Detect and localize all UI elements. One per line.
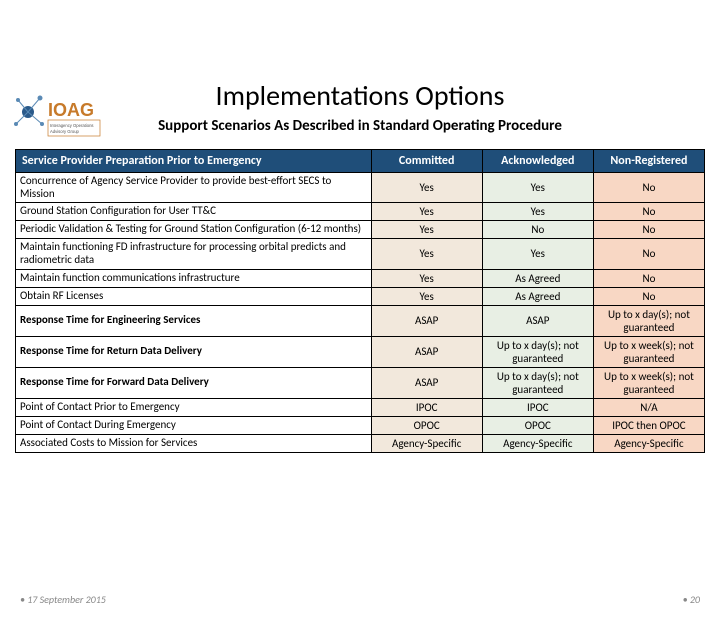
row-description: Maintain function communications infrast… — [16, 269, 372, 287]
cell-value: IPOC then OPOC — [593, 416, 704, 434]
cell-value: IPOC — [482, 398, 593, 416]
cell-value: Yes — [371, 203, 482, 221]
table-row: Response Time for Engineering ServicesAS… — [16, 305, 705, 336]
cell-value: Yes — [371, 287, 482, 305]
cell-value: Agency-Specific — [593, 434, 704, 452]
row-description: Response Time for Engineering Services — [16, 305, 372, 336]
cell-value: Agency-Specific — [482, 434, 593, 452]
cell-value: Up to x week(s); not guaranteed — [593, 367, 704, 398]
options-table: Service Provider Preparation Prior to Em… — [15, 149, 705, 453]
cell-value: ASAP — [371, 336, 482, 367]
cell-value: Yes — [371, 173, 482, 203]
row-description: Point of Contact Prior to Emergency — [16, 398, 372, 416]
cell-value: Agency-Specific — [371, 434, 482, 452]
cell-value: IPOC — [371, 398, 482, 416]
cell-value: Yes — [482, 203, 593, 221]
cell-value: No — [593, 221, 704, 239]
row-description: Point of Contact During Emergency — [16, 416, 372, 434]
table-row: Point of Contact Prior to EmergencyIPOCI… — [16, 398, 705, 416]
row-description: Response Time for Forward Data Delivery — [16, 367, 372, 398]
cell-value: No — [482, 221, 593, 239]
cell-value: OPOC — [482, 416, 593, 434]
cell-value: As Agreed — [482, 269, 593, 287]
logo: IOAG Interagency Operations Advisory Gro… — [12, 90, 102, 150]
table-row: Maintain function communications infrast… — [16, 269, 705, 287]
col-header-committed: Committed — [371, 150, 482, 173]
page-subtitle: Support Scenarios As Described in Standa… — [0, 117, 720, 135]
table-row: Ground Station Configuration for User TT… — [16, 203, 705, 221]
cell-value: Yes — [371, 239, 482, 269]
table-row: Response Time for Forward Data DeliveryA… — [16, 367, 705, 398]
row-description: Response Time for Return Data Delivery — [16, 336, 372, 367]
cell-value: Up to x day(s); not guaranteed — [482, 336, 593, 367]
row-header-label: Service Provider Preparation Prior to Em… — [16, 150, 372, 173]
cell-value: No — [593, 173, 704, 203]
row-description: Ground Station Configuration for User TT… — [16, 203, 372, 221]
cell-value: No — [593, 239, 704, 269]
cell-value: No — [593, 269, 704, 287]
footer-page-number: • 20 — [683, 593, 700, 606]
table-row: Point of Contact During EmergencyOPOCOPO… — [16, 416, 705, 434]
col-header-acknowledged: Acknowledged — [482, 150, 593, 173]
cell-value: Yes — [371, 221, 482, 239]
cell-value: OPOC — [371, 416, 482, 434]
page-title: Implementations Options — [0, 78, 720, 113]
col-header-nonregistered: Non-Registered — [593, 150, 704, 173]
table-row: Associated Costs to Mission for Services… — [16, 434, 705, 452]
row-description: Concurrence of Agency Service Provider t… — [16, 173, 372, 203]
cell-value: No — [593, 203, 704, 221]
row-description: Periodic Validation & Testing for Ground… — [16, 221, 372, 239]
cell-value: Up to x day(s); not guaranteed — [482, 367, 593, 398]
row-description: Maintain functioning FD infrastructure f… — [16, 239, 372, 269]
cell-value: As Agreed — [482, 287, 593, 305]
table-header-row: Service Provider Preparation Prior to Em… — [16, 150, 705, 173]
table-row: Obtain RF LicensesYesAs AgreedNo — [16, 287, 705, 305]
cell-value: Yes — [482, 173, 593, 203]
svg-text:Advisory Group: Advisory Group — [50, 129, 80, 134]
cell-value: ASAP — [371, 367, 482, 398]
cell-value: Yes — [371, 269, 482, 287]
cell-value: Up to x week(s); not guaranteed — [593, 336, 704, 367]
svg-text:IOAG: IOAG — [48, 100, 94, 120]
svg-text:Interagency Operations: Interagency Operations — [50, 123, 94, 128]
footer-date: • 17 September 2015 — [20, 593, 106, 606]
cell-value: ASAP — [482, 305, 593, 336]
row-description: Associated Costs to Mission for Services — [16, 434, 372, 452]
cell-value: N/A — [593, 398, 704, 416]
cell-value: No — [593, 287, 704, 305]
cell-value: Up to x day(s); not guaranteed — [593, 305, 704, 336]
table-row: Concurrence of Agency Service Provider t… — [16, 173, 705, 203]
table-row: Maintain functioning FD infrastructure f… — [16, 239, 705, 269]
cell-value: ASAP — [371, 305, 482, 336]
table-row: Periodic Validation & Testing for Ground… — [16, 221, 705, 239]
cell-value: Yes — [482, 239, 593, 269]
table-row: Response Time for Return Data DeliveryAS… — [16, 336, 705, 367]
row-description: Obtain RF Licenses — [16, 287, 372, 305]
